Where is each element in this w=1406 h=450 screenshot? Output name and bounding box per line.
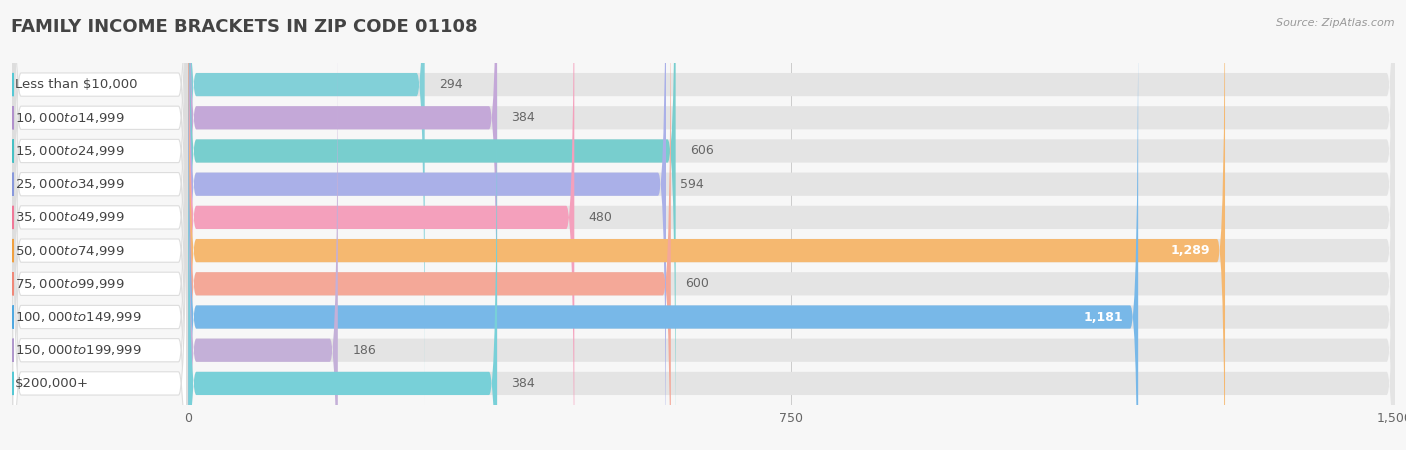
FancyBboxPatch shape [13,0,187,438]
FancyBboxPatch shape [188,0,574,450]
Text: 480: 480 [589,211,613,224]
Text: 1,181: 1,181 [1084,310,1123,324]
FancyBboxPatch shape [188,63,498,450]
Text: $75,000 to $99,999: $75,000 to $99,999 [15,277,125,291]
Text: 606: 606 [690,144,714,158]
Text: $15,000 to $24,999: $15,000 to $24,999 [15,144,125,158]
FancyBboxPatch shape [13,0,187,450]
FancyBboxPatch shape [188,30,1395,450]
FancyBboxPatch shape [188,63,1395,450]
FancyBboxPatch shape [13,0,187,450]
Text: Less than $10,000: Less than $10,000 [15,78,138,91]
FancyBboxPatch shape [13,0,187,405]
FancyBboxPatch shape [188,0,1139,450]
Text: 600: 600 [685,277,709,290]
Text: 1,289: 1,289 [1171,244,1211,257]
FancyBboxPatch shape [188,0,666,450]
Text: $50,000 to $74,999: $50,000 to $74,999 [15,243,125,257]
Text: 384: 384 [512,377,536,390]
Text: $100,000 to $149,999: $100,000 to $149,999 [15,310,142,324]
FancyBboxPatch shape [188,30,337,450]
FancyBboxPatch shape [188,0,671,450]
Text: Source: ZipAtlas.com: Source: ZipAtlas.com [1277,18,1395,28]
FancyBboxPatch shape [188,0,425,405]
FancyBboxPatch shape [13,0,187,450]
Text: 186: 186 [353,344,375,357]
FancyBboxPatch shape [188,0,1395,450]
Text: $200,000+: $200,000+ [15,377,89,390]
FancyBboxPatch shape [13,63,187,450]
FancyBboxPatch shape [13,0,187,450]
FancyBboxPatch shape [188,0,1395,450]
FancyBboxPatch shape [188,0,498,438]
FancyBboxPatch shape [188,0,676,450]
FancyBboxPatch shape [188,0,1395,450]
Text: FAMILY INCOME BRACKETS IN ZIP CODE 01108: FAMILY INCOME BRACKETS IN ZIP CODE 01108 [11,18,478,36]
Text: 294: 294 [439,78,463,91]
FancyBboxPatch shape [188,0,1395,405]
FancyBboxPatch shape [13,0,187,450]
Text: $10,000 to $14,999: $10,000 to $14,999 [15,111,125,125]
Text: $25,000 to $34,999: $25,000 to $34,999 [15,177,125,191]
Text: $150,000 to $199,999: $150,000 to $199,999 [15,343,142,357]
FancyBboxPatch shape [188,0,1395,450]
FancyBboxPatch shape [13,30,187,450]
Text: $35,000 to $49,999: $35,000 to $49,999 [15,211,125,225]
Text: 594: 594 [681,178,704,191]
FancyBboxPatch shape [188,0,1395,438]
FancyBboxPatch shape [188,0,1395,450]
Text: 384: 384 [512,111,536,124]
FancyBboxPatch shape [188,0,1225,450]
FancyBboxPatch shape [13,0,187,450]
FancyBboxPatch shape [188,0,1395,450]
